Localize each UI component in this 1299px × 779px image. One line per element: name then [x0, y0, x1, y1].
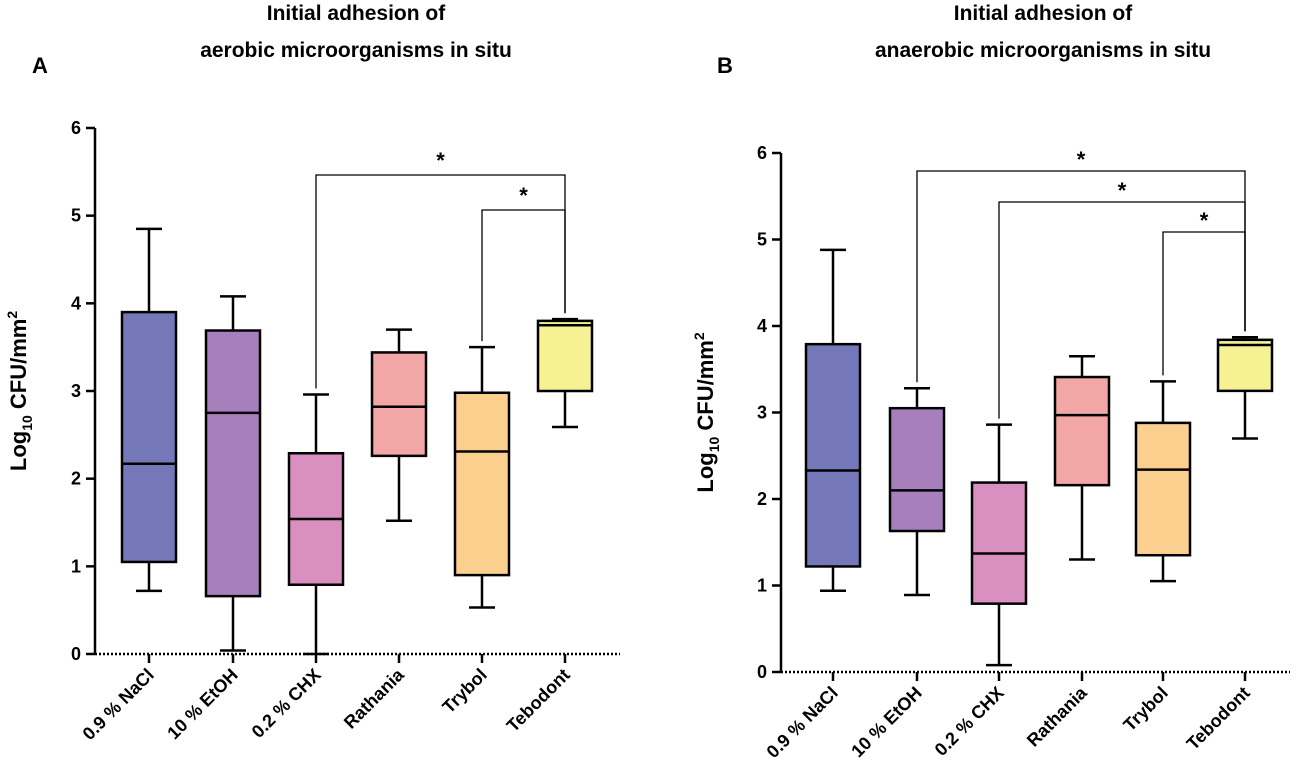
y-axis-label-subscript: 10 [706, 437, 722, 453]
chart-title-line2: anaerobic microorganisms in situ [875, 39, 1211, 62]
significance-bracket [916, 170, 1246, 383]
box [370, 351, 428, 458]
y-tick-label: 4 [757, 316, 767, 336]
x-tick-label: Rathania [1023, 682, 1092, 751]
significance-star: * [436, 148, 445, 173]
x-tick-label: Trybol [438, 665, 490, 717]
y-axis-label-main: Log [6, 431, 31, 471]
panel-label: B [717, 53, 733, 78]
box [970, 481, 1028, 605]
x-tick-label: 0.2 % CHX [931, 683, 1008, 760]
y-axis-label: Log10 CFU/mm2 [691, 332, 722, 492]
y-axis-label-unit: CFU/mm [6, 319, 31, 416]
chart-title-line1: Initial adhesion of [267, 2, 447, 25]
box-group [536, 317, 594, 429]
significance-star: * [1200, 208, 1209, 233]
box [888, 406, 946, 533]
box-group [120, 227, 178, 593]
box [120, 310, 178, 564]
box [1053, 375, 1111, 487]
significance-star: * [1077, 147, 1086, 172]
x-tick-label: 10 % EtOH [847, 683, 926, 762]
box [204, 329, 262, 598]
box-group [287, 393, 345, 656]
box-group [453, 345, 511, 609]
x-tick-label: 0.2 % CHX [248, 665, 325, 742]
x-tick-label: 10 % EtOH [163, 665, 242, 744]
x-tick-label: 0.9 % NaCl [79, 665, 158, 744]
y-tick-label: 5 [757, 230, 767, 250]
chart-title-line1: Initial adhesion of [954, 2, 1134, 25]
chart-title-line2: aerobic microorganisms in situ [200, 39, 512, 62]
y-tick-label: 2 [71, 469, 81, 489]
y-tick-label: 5 [71, 206, 81, 226]
box [453, 391, 511, 577]
box-group [970, 423, 1028, 667]
x-tick-label: Rathania [340, 664, 409, 733]
box-group [1053, 355, 1111, 561]
chart-panel-b: Initial adhesion of anaerobic microorgani… [691, 2, 1290, 762]
significance-star: * [1118, 178, 1127, 203]
y-axis-label-superscript: 2 [4, 311, 20, 319]
box [536, 319, 594, 393]
y-tick-label: 1 [71, 556, 81, 576]
y-tick-label: 2 [757, 489, 767, 509]
y-tick-label: 0 [71, 644, 81, 664]
y-axis-label-superscript: 2 [691, 332, 707, 340]
y-tick-label: 4 [71, 293, 81, 313]
y-tick-label: 6 [71, 118, 81, 138]
box [1216, 338, 1274, 393]
significance-bracket [998, 201, 1246, 419]
x-tick-label: Trybol [1119, 683, 1171, 735]
box-group [1216, 335, 1274, 440]
panel-label: A [32, 53, 48, 78]
y-axis-label: Log10 CFU/mm2 [4, 311, 35, 471]
y-tick-label: 0 [757, 662, 767, 682]
box-group [888, 387, 946, 597]
y-axis-label-subscript: 10 [19, 415, 35, 431]
y-tick-label: 1 [757, 576, 767, 596]
significance-star: * [519, 183, 528, 208]
box-group [370, 328, 428, 522]
y-axis-label-main: Log [693, 452, 718, 492]
x-tick-label: Tebodont [503, 665, 574, 736]
significance-bracket [481, 209, 566, 342]
y-axis-label-unit: CFU/mm [693, 340, 718, 437]
x-tick-label: Tebodont [1183, 683, 1254, 754]
y-tick-label: 3 [757, 403, 767, 423]
y-tick-label: 6 [757, 143, 767, 163]
y-tick-label: 3 [71, 381, 81, 401]
x-tick-label: 0.9 % NaCl [763, 683, 842, 762]
box-group [1134, 380, 1192, 583]
box-group [804, 248, 862, 592]
box [1134, 421, 1192, 557]
significance-bracket [1162, 231, 1246, 376]
chart-panel-a: Initial adhesion of aerobic microorganism… [4, 2, 620, 744]
box [804, 342, 862, 568]
box-group [204, 295, 262, 652]
